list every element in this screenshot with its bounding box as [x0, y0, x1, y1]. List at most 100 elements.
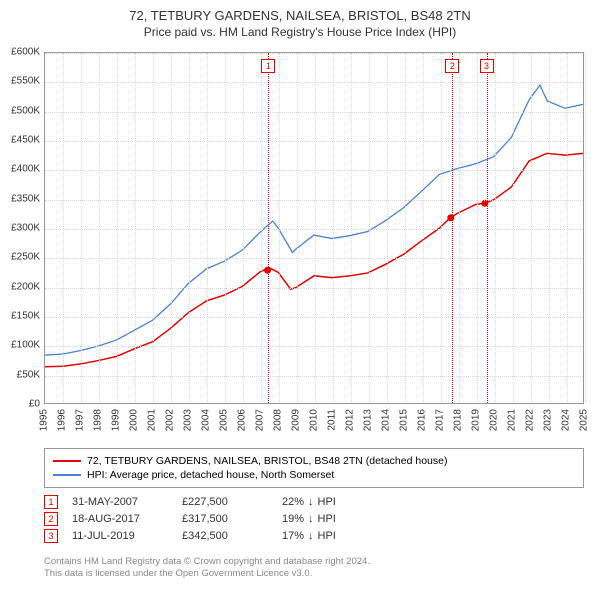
legend-label-property: 72, TETBURY GARDENS, NAILSEA, BRISTOL, B… [87, 455, 447, 467]
x-tick-label: 2003 [183, 409, 194, 431]
gridline-v [387, 53, 388, 403]
footer-line-2: This data is licensed under the Open Gov… [44, 568, 370, 580]
gridline-v [423, 53, 424, 403]
sale-row-date: 31-MAY-2007 [72, 496, 182, 508]
gridline-v [495, 53, 496, 403]
sale-marker-line-3 [487, 53, 488, 403]
sale-row-diff: 17% ↓ HPI [282, 530, 382, 542]
y-tick-label: £100K [11, 340, 40, 351]
gridline-h [45, 229, 583, 230]
x-tick-label: 2020 [489, 409, 500, 431]
gridline-v [441, 53, 442, 403]
x-tick-label: 2024 [561, 409, 572, 431]
gridline-v [567, 53, 568, 403]
x-tick-label: 2023 [543, 409, 554, 431]
title-line-2: Price paid vs. HM Land Registry's House … [10, 25, 590, 39]
gridline-v [207, 53, 208, 403]
gridline-h [45, 288, 583, 289]
y-tick-label: £50K [17, 369, 40, 380]
sale-row-diff-suffix: HPI [318, 530, 336, 542]
sale-marker-badge-2: 2 [445, 59, 459, 73]
x-tick-label: 2008 [273, 409, 284, 431]
sale-row-badge: 2 [44, 512, 58, 526]
gridline-v [549, 53, 550, 403]
gridline-v [189, 53, 190, 403]
legend-item-hpi: HPI: Average price, detached house, Nort… [53, 469, 575, 481]
chart-footer: Contains HM Land Registry data © Crown c… [44, 556, 370, 581]
x-tick-label: 2002 [165, 409, 176, 431]
sale-marker-line-2 [452, 53, 453, 403]
sale-markers-table: 131-MAY-2007£227,50022%↓HPI218-AUG-2017£… [44, 492, 382, 546]
y-tick-label: £300K [11, 223, 40, 234]
gridline-v [369, 53, 370, 403]
gridline-v [243, 53, 244, 403]
gridline-v [153, 53, 154, 403]
gridline-v [81, 53, 82, 403]
x-tick-label: 2001 [147, 409, 158, 431]
x-tick-label: 2004 [201, 409, 212, 431]
arrow-down-icon: ↓ [308, 513, 314, 525]
y-tick-label: £0 [29, 399, 40, 410]
y-tick-label: £250K [11, 252, 40, 263]
sale-row-3: 311-JUL-2019£342,50017%↓HPI [44, 529, 382, 543]
sale-row-price: £317,500 [182, 513, 282, 525]
gridline-v [585, 53, 586, 403]
chart-svg [45, 53, 583, 403]
sale-row-diff-pct: 17% [282, 530, 304, 542]
gridline-h [45, 141, 583, 142]
y-tick-label: £600K [11, 47, 40, 58]
gridline-v [459, 53, 460, 403]
gridline-v [531, 53, 532, 403]
gridline-v [333, 53, 334, 403]
x-tick-label: 2019 [471, 409, 482, 431]
sale-row-date: 11-JUL-2019 [72, 530, 182, 542]
gridline-v [279, 53, 280, 403]
gridline-v [63, 53, 64, 403]
footer-line-1: Contains HM Land Registry data © Crown c… [44, 556, 370, 568]
gridline-h [45, 53, 583, 54]
legend-swatch-hpi [53, 474, 81, 476]
sale-marker-badge-3: 3 [480, 59, 494, 73]
gridline-v [171, 53, 172, 403]
gridline-v [297, 53, 298, 403]
sale-row-diff-pct: 19% [282, 513, 304, 525]
x-tick-label: 2021 [507, 409, 518, 431]
arrow-down-icon: ↓ [308, 496, 314, 508]
chart-plot-area: 1 2 3 [44, 52, 584, 404]
x-tick-label: 2006 [237, 409, 248, 431]
sale-row-date: 18-AUG-2017 [72, 513, 182, 525]
gridline-h [45, 346, 583, 347]
gridline-v [117, 53, 118, 403]
gridline-v [405, 53, 406, 403]
y-tick-label: £500K [11, 105, 40, 116]
gridline-v [351, 53, 352, 403]
gridline-h [45, 258, 583, 259]
sale-row-diff-suffix: HPI [318, 496, 336, 508]
x-tick-label: 2016 [417, 409, 428, 431]
y-tick-label: £550K [11, 76, 40, 87]
title-line-1: 72, TETBURY GARDENS, NAILSEA, BRISTOL, B… [10, 8, 590, 23]
chart-legend: 72, TETBURY GARDENS, NAILSEA, BRISTOL, B… [44, 448, 584, 488]
x-tick-label: 2011 [327, 409, 338, 431]
gridline-v [99, 53, 100, 403]
x-tick-label: 2015 [399, 409, 410, 431]
x-tick-label: 2014 [381, 409, 392, 431]
sale-marker-line-1 [268, 53, 269, 403]
arrow-down-icon: ↓ [308, 530, 314, 542]
x-tick-label: 2010 [309, 409, 320, 431]
gridline-h [45, 200, 583, 201]
sale-row-2: 218-AUG-2017£317,50019%↓HPI [44, 512, 382, 526]
gridline-v [225, 53, 226, 403]
x-axis-labels: 1995199619971998199920002001200220032004… [44, 405, 584, 445]
series-line-hpi [45, 85, 583, 355]
gridline-v [315, 53, 316, 403]
sale-row-badge: 1 [44, 495, 58, 509]
gridline-h [45, 170, 583, 171]
gridline-v [261, 53, 262, 403]
sale-marker-badge-1: 1 [261, 59, 275, 73]
gridline-h [45, 82, 583, 83]
sale-row-badge: 3 [44, 529, 58, 543]
x-tick-label: 1998 [93, 409, 104, 431]
sale-row-1: 131-MAY-2007£227,50022%↓HPI [44, 495, 382, 509]
legend-swatch-property [53, 460, 81, 462]
